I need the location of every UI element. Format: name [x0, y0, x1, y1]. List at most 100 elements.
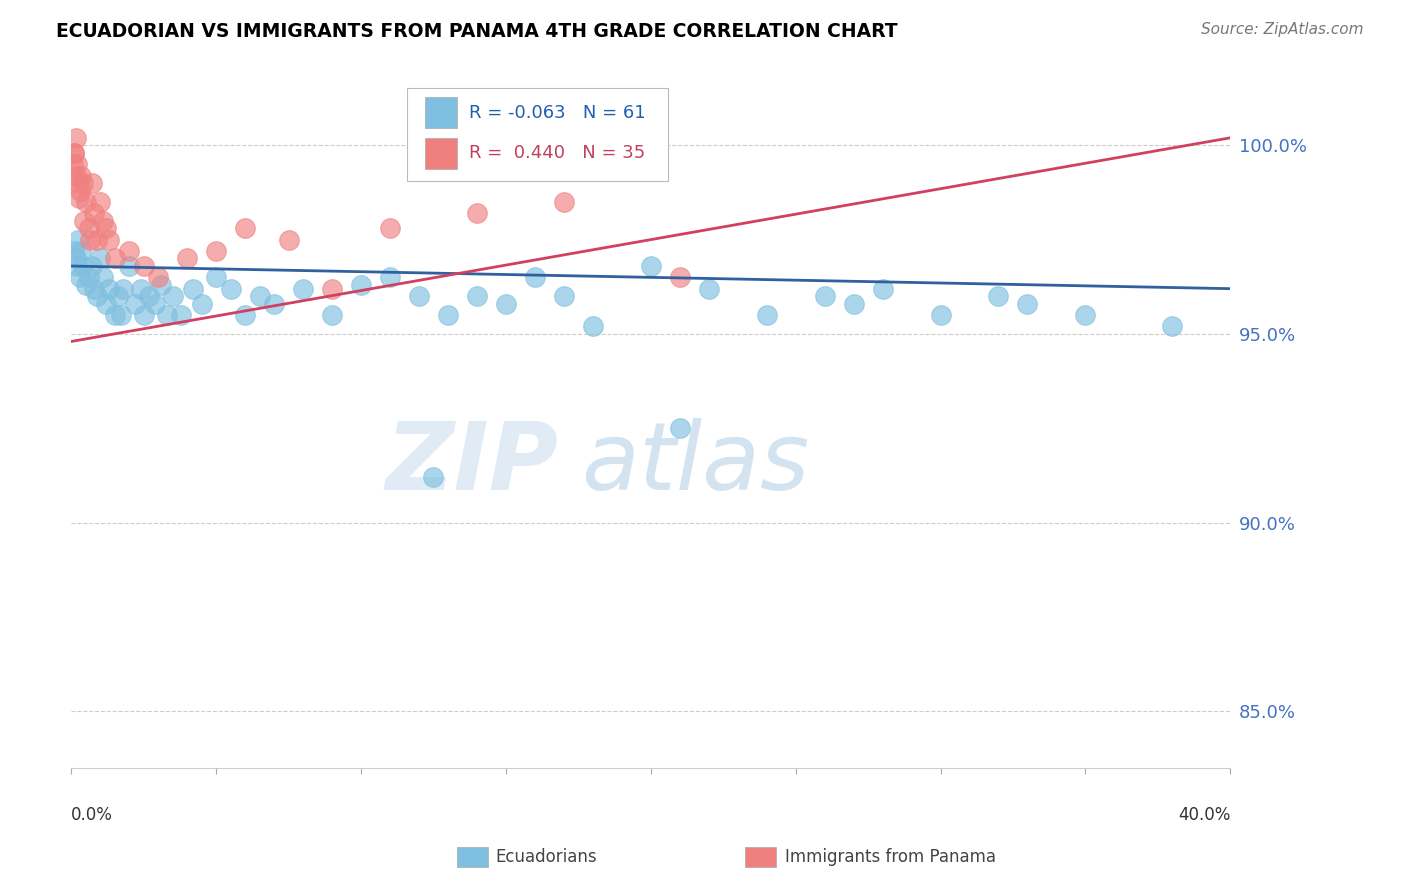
- Point: [143, 297, 166, 311]
- Point: [263, 297, 285, 311]
- Point: [70, 244, 93, 258]
- Point: [104, 308, 127, 322]
- Point: [80, 176, 103, 190]
- Point: [138, 289, 160, 303]
- Point: [755, 308, 778, 322]
- Point: [146, 270, 169, 285]
- Point: [67, 176, 90, 190]
- Point: [233, 308, 256, 322]
- Point: [91, 214, 114, 228]
- Point: [465, 289, 488, 303]
- Point: [75, 194, 97, 209]
- Point: [65, 130, 87, 145]
- Point: [73, 214, 96, 228]
- Point: [205, 244, 228, 258]
- Point: [219, 282, 242, 296]
- Point: [668, 270, 690, 285]
- Point: [465, 206, 488, 220]
- Point: [582, 319, 605, 334]
- Point: [1161, 319, 1184, 334]
- Point: [65, 169, 87, 183]
- Point: [814, 289, 837, 303]
- Text: Immigrants from Panama: Immigrants from Panama: [785, 848, 995, 866]
- Point: [292, 282, 315, 296]
- Point: [668, 421, 690, 435]
- Point: [523, 270, 546, 285]
- FancyBboxPatch shape: [408, 87, 668, 181]
- Point: [69, 270, 91, 285]
- Point: [181, 282, 204, 296]
- Point: [132, 259, 155, 273]
- Text: ZIP: ZIP: [385, 418, 558, 510]
- Point: [67, 233, 90, 247]
- Point: [987, 289, 1010, 303]
- Point: [118, 259, 141, 273]
- Point: [79, 233, 101, 247]
- Point: [132, 308, 155, 322]
- Point: [190, 297, 212, 311]
- Point: [553, 194, 575, 209]
- Text: Ecuadorians: Ecuadorians: [495, 848, 596, 866]
- Text: R = -0.063   N = 61: R = -0.063 N = 61: [468, 103, 645, 122]
- Point: [437, 308, 460, 322]
- Point: [89, 252, 111, 266]
- Point: [80, 259, 103, 273]
- Text: atlas: atlas: [581, 418, 810, 509]
- Point: [86, 233, 108, 247]
- Point: [107, 289, 129, 303]
- Point: [1017, 297, 1039, 311]
- Point: [97, 282, 120, 296]
- Point: [205, 270, 228, 285]
- Text: Source: ZipAtlas.com: Source: ZipAtlas.com: [1201, 22, 1364, 37]
- Point: [83, 282, 105, 296]
- Point: [83, 206, 105, 220]
- Text: 40.0%: 40.0%: [1178, 805, 1230, 823]
- Point: [63, 244, 86, 258]
- Point: [124, 297, 146, 311]
- Text: 0.0%: 0.0%: [72, 805, 112, 823]
- Point: [65, 252, 87, 266]
- Text: R =  0.440   N = 35: R = 0.440 N = 35: [468, 145, 645, 162]
- Point: [62, 157, 84, 171]
- Point: [112, 282, 135, 296]
- Point: [69, 184, 91, 198]
- Point: [1074, 308, 1097, 322]
- Point: [72, 176, 94, 190]
- Point: [63, 145, 86, 160]
- Point: [77, 270, 100, 285]
- Point: [249, 289, 271, 303]
- Point: [66, 259, 89, 273]
- Point: [378, 221, 401, 235]
- Point: [110, 308, 132, 322]
- Point: [104, 252, 127, 266]
- Point: [66, 157, 89, 171]
- Point: [321, 282, 343, 296]
- Point: [350, 277, 373, 292]
- Point: [67, 191, 90, 205]
- Text: ECUADORIAN VS IMMIGRANTS FROM PANAMA 4TH GRADE CORRELATION CHART: ECUADORIAN VS IMMIGRANTS FROM PANAMA 4TH…: [56, 22, 898, 41]
- Point: [89, 194, 111, 209]
- Point: [86, 289, 108, 303]
- Point: [72, 259, 94, 273]
- Point: [422, 470, 444, 484]
- Point: [495, 297, 517, 311]
- Point: [929, 308, 952, 322]
- Point: [640, 259, 662, 273]
- Point: [321, 308, 343, 322]
- Point: [233, 221, 256, 235]
- Point: [94, 221, 117, 235]
- Point: [97, 233, 120, 247]
- Point: [553, 289, 575, 303]
- Point: [91, 270, 114, 285]
- FancyBboxPatch shape: [425, 138, 457, 169]
- Point: [150, 277, 173, 292]
- Point: [129, 282, 152, 296]
- Point: [77, 221, 100, 235]
- Point: [94, 297, 117, 311]
- Point: [176, 252, 198, 266]
- Point: [156, 308, 179, 322]
- FancyBboxPatch shape: [425, 97, 457, 128]
- Point: [75, 277, 97, 292]
- Point: [162, 289, 184, 303]
- Point: [170, 308, 193, 322]
